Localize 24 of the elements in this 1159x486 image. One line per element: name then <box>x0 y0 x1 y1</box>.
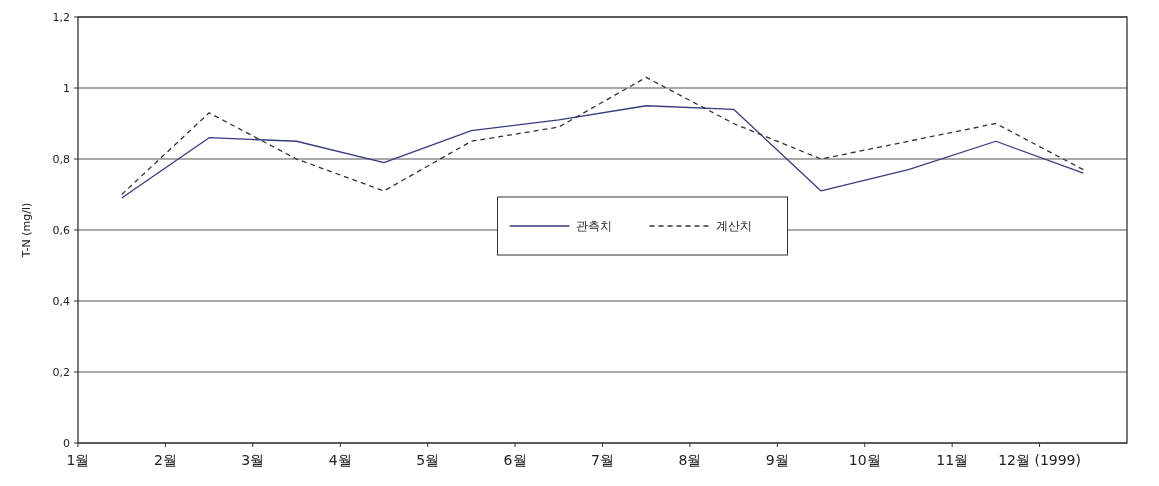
x-tick-label: 3월 <box>241 452 265 468</box>
x-tick-label: 2월 <box>153 452 177 468</box>
legend-label: 관측치 <box>575 219 612 233</box>
x-tick-label: 8월 <box>678 452 702 468</box>
x-tick-label: 12월 (1999) <box>998 452 1081 468</box>
legend-label: 계산치 <box>715 219 752 233</box>
y-tick-label: 0,2 <box>52 366 70 379</box>
x-tick-label: 10월 <box>848 452 881 468</box>
x-tick-label: 9월 <box>765 452 789 468</box>
x-tick-label: 11월 <box>936 452 969 468</box>
x-tick-label: 5월 <box>416 452 440 468</box>
line-series <box>121 76 1084 196</box>
y-tick-label: 0,4 <box>52 295 70 308</box>
y-tick-label: 0,6 <box>52 224 70 237</box>
y-tick-label: 1,2 <box>52 11 70 24</box>
x-tick-label: 7월 <box>591 452 614 468</box>
y-tick-label: 0 <box>63 437 70 450</box>
x-tick-label: 1월 <box>66 452 90 468</box>
y-axis-title: T-N (mg/l) <box>20 202 33 259</box>
line-series <box>121 105 1084 199</box>
y-tick-label: 1 <box>63 82 70 95</box>
x-tick-label: 4월 <box>328 452 352 468</box>
x-tick-label: 6월 <box>503 452 527 468</box>
y-tick-label: 0,8 <box>52 153 70 166</box>
